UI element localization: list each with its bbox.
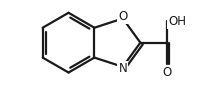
- Text: N: N: [119, 62, 127, 75]
- Text: OH: OH: [168, 15, 186, 28]
- Text: O: O: [118, 10, 127, 23]
- Text: O: O: [162, 66, 171, 79]
